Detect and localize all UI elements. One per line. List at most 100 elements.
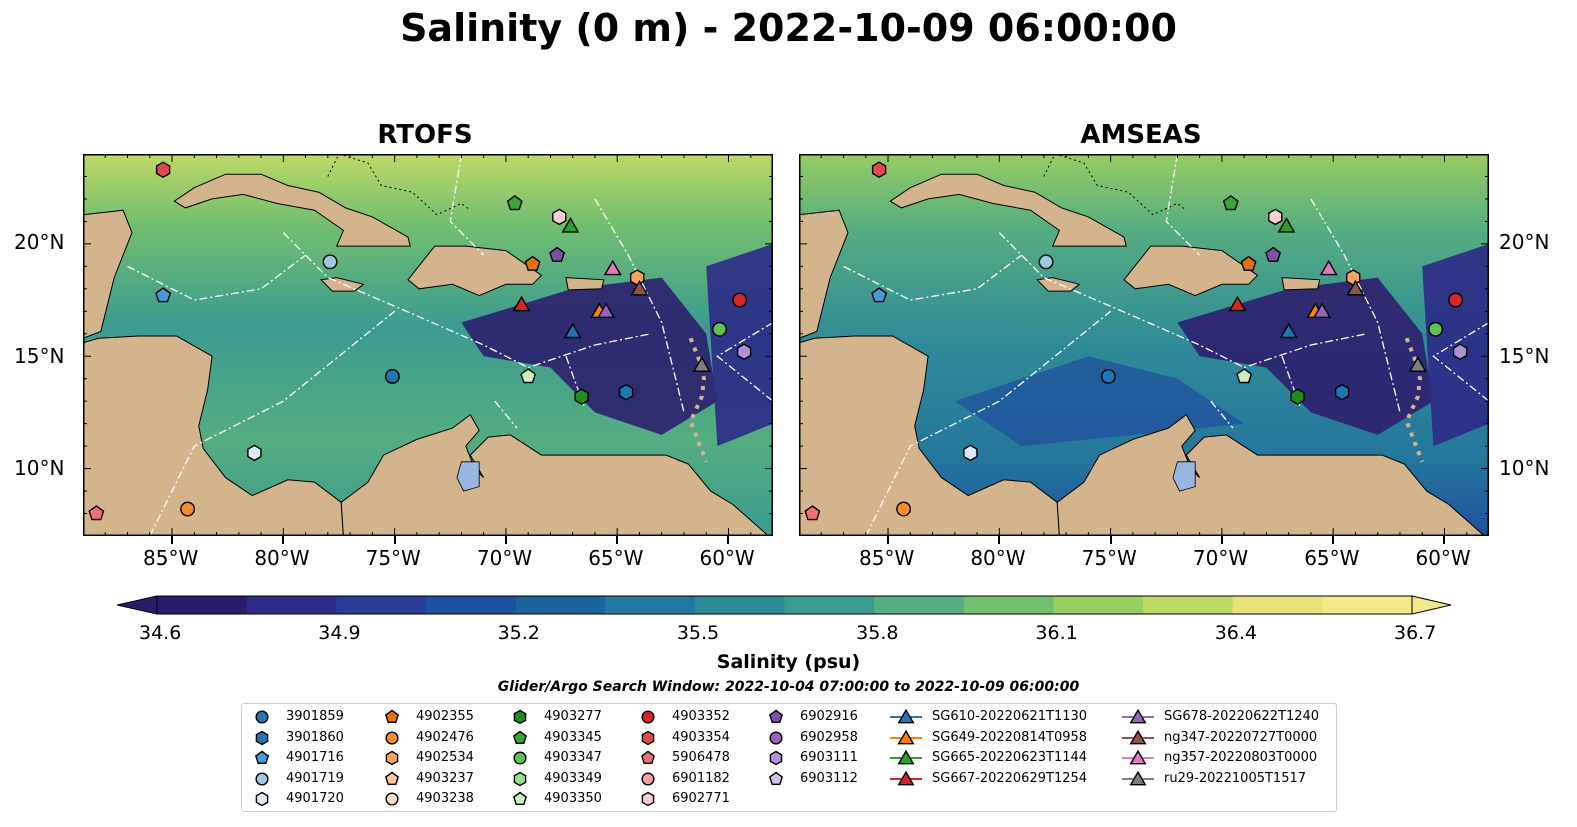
lon-label: 80°W xyxy=(254,546,310,570)
colorbar-frame xyxy=(156,595,1413,615)
legend-symbol xyxy=(641,730,655,745)
lake-maracaibo xyxy=(456,461,480,492)
eez-boundary xyxy=(1210,400,1234,429)
legend-label: SG649-20220814T0958 xyxy=(932,729,1088,745)
observation-marker xyxy=(1428,321,1444,337)
legend-marker xyxy=(513,709,527,725)
colorbar-tick-label: 34.6 xyxy=(139,622,182,644)
colorbar-tick-label: 36.1 xyxy=(1035,622,1078,644)
legend-label: 5906478 xyxy=(672,750,730,765)
map-amseas xyxy=(799,154,1489,536)
observation-marker xyxy=(1222,195,1239,211)
legend-symbol xyxy=(1129,708,1147,724)
legend-symbol xyxy=(255,730,269,745)
legend-label: 4903277 xyxy=(544,709,602,724)
legend-marker xyxy=(769,730,783,745)
legend-symbol xyxy=(512,791,528,806)
observation-marker xyxy=(1290,388,1305,406)
eez-boundary xyxy=(1310,198,1401,413)
legend-marker xyxy=(512,791,528,806)
panel-title-rtofs: RTOFS xyxy=(377,120,473,150)
colorbar-segment xyxy=(784,596,875,614)
observation-marker xyxy=(524,255,541,271)
legend-marker xyxy=(384,709,400,724)
eez-boundary xyxy=(594,198,685,413)
outer-tick xyxy=(171,536,174,544)
legend-marker xyxy=(768,709,784,724)
observation-marker xyxy=(155,161,171,179)
eez-boundary xyxy=(282,232,651,369)
colorbar-graphic xyxy=(116,595,1452,615)
legend-symbol xyxy=(897,749,915,765)
land-jamaica xyxy=(1036,277,1081,292)
colorbar-segment xyxy=(1232,596,1323,614)
legend-symbol xyxy=(512,730,528,744)
observation-marker xyxy=(630,279,649,296)
legend-label: 4903354 xyxy=(672,729,730,745)
observation-marker xyxy=(384,369,400,384)
legend-marker xyxy=(890,749,922,765)
legend-label: SG678-20220622T1240 xyxy=(1164,709,1320,724)
observation-marker xyxy=(804,505,821,521)
observation-marker xyxy=(1313,302,1332,319)
legend-marker xyxy=(255,730,269,745)
low-salinity-region xyxy=(1422,243,1489,447)
legend-marker xyxy=(890,770,922,785)
observation-marker xyxy=(1236,368,1253,384)
legend-symbol xyxy=(768,771,784,785)
lat-label-10n-right: 10°N xyxy=(1499,456,1550,480)
legend-symbol xyxy=(641,771,655,786)
legend-label: 4902534 xyxy=(416,750,474,765)
legend-marker xyxy=(1122,708,1154,724)
legend-symbol xyxy=(513,709,527,725)
colorbar-segment xyxy=(874,596,965,614)
colorbar-segment xyxy=(425,596,517,614)
colorbar-tick-label: 35.5 xyxy=(676,622,720,644)
lat-label-20n-left: 20°N xyxy=(14,230,65,254)
panel-title-amseas: AMSEAS xyxy=(1080,120,1202,150)
legend-symbol xyxy=(641,710,655,724)
observation-marker xyxy=(618,383,634,401)
lon-label: 70°W xyxy=(1192,546,1249,570)
legend-marker xyxy=(641,730,655,745)
colorbar-title: Salinity (psu) xyxy=(716,651,861,673)
lat-label-10n-left: 10°N xyxy=(14,456,65,480)
legend-symbol xyxy=(255,791,269,807)
eez-boundary xyxy=(127,254,306,301)
observation-marker xyxy=(1100,369,1116,384)
land-yucatan xyxy=(83,209,133,339)
observation-marker xyxy=(322,254,338,270)
outer-tick xyxy=(504,536,507,544)
map-rtofs xyxy=(83,154,773,536)
legend-marker xyxy=(255,710,269,724)
lake-maracaibo xyxy=(1172,461,1196,492)
land-yucatan xyxy=(799,209,849,339)
outer-tick xyxy=(727,536,730,544)
eez-boundary xyxy=(449,154,485,256)
observation-marker xyxy=(1448,292,1464,308)
land-hispaniola xyxy=(407,245,543,297)
outer-tick xyxy=(1443,536,1446,544)
colorbar-segment xyxy=(963,596,1054,614)
colorbar-segment xyxy=(694,596,785,614)
legend-symbol xyxy=(1129,729,1147,744)
observation-marker xyxy=(871,161,887,179)
legend-symbol xyxy=(897,708,915,724)
observation-marker xyxy=(155,287,172,303)
land-puerto-rico xyxy=(1281,277,1321,291)
observation-marker xyxy=(1334,383,1350,401)
eez-boundary xyxy=(865,310,1112,536)
legend-symbol xyxy=(769,750,783,766)
outer-tick xyxy=(887,536,890,544)
observation-marker xyxy=(549,246,566,262)
eez-boundary xyxy=(1432,321,1489,402)
observation-marker xyxy=(506,195,523,211)
eez-boundary xyxy=(1165,154,1201,256)
legend-symbol xyxy=(384,709,400,724)
legend-symbol xyxy=(513,751,527,765)
eez-boundary xyxy=(843,254,1022,301)
land-jamaica xyxy=(320,277,365,292)
legend-label: 4902355 xyxy=(416,709,474,724)
legend-label: 6903111 xyxy=(800,750,858,765)
legend-symbol xyxy=(640,750,656,765)
